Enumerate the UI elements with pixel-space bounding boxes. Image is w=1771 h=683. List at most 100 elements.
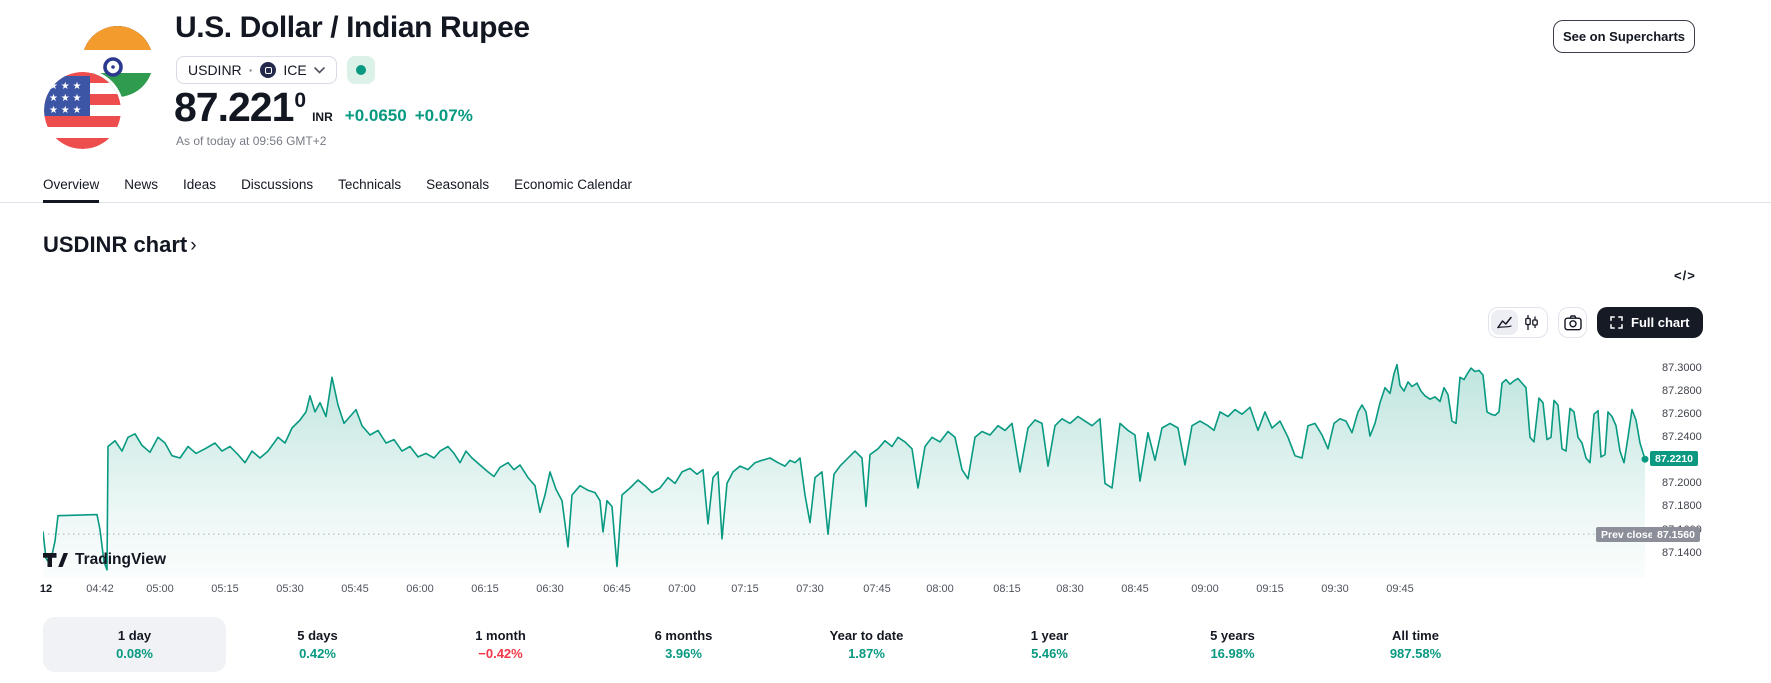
tradingview-wordmark: TradingView (75, 551, 167, 568)
see-on-supercharts-button[interactable]: See on Supercharts (1553, 20, 1695, 53)
full-chart-label: Full chart (1631, 315, 1690, 330)
perf-period-5-years[interactable]: 5 years 16.98% (1141, 617, 1324, 672)
time-axis-label: 05:15 (211, 583, 239, 595)
camera-icon (1563, 314, 1582, 330)
currency-label: INR (312, 110, 333, 124)
time-axis-label: 09:45 (1386, 583, 1414, 595)
series-line (42, 363, 1646, 571)
current-price-axis-badge: 87.2210 (1650, 451, 1698, 467)
price-axis-label: 87.3000 (1662, 362, 1702, 375)
last-price: 87.221 (174, 84, 294, 130)
page-title: U.S. Dollar / Indian Rupee (175, 11, 530, 44)
chevron-down-icon (313, 66, 325, 74)
time-axis-label: 06:15 (471, 583, 499, 595)
perf-period-5-days[interactable]: 5 days 0.42% (226, 617, 409, 672)
perf-period-all-time[interactable]: All time 987.58% (1324, 617, 1507, 672)
last-price-dot (1641, 455, 1649, 463)
chart-toolbar: Full chart (1488, 307, 1703, 338)
perf-period-label: 5 days (297, 628, 338, 643)
perf-period-year-to-date[interactable]: Year to date 1.87% (775, 617, 958, 672)
perf-period-label: 1 year (1030, 628, 1069, 643)
perf-period-label: All time (1392, 628, 1439, 643)
time-axis-label: 12 (39, 583, 53, 595)
time-axis-label: 06:00 (406, 583, 434, 595)
perf-period-value: 16.98% (1210, 646, 1255, 661)
price-axis-label: 87.2600 (1662, 408, 1702, 421)
price-row: 87.221 0 INR +0.0650 +0.07% (174, 84, 473, 131)
tab-technicals[interactable]: Technicals (338, 177, 402, 192)
perf-period-label: 1 month (475, 628, 526, 643)
perf-period-1-month[interactable]: 1 month −0.42% (409, 617, 592, 672)
perf-period-6-months[interactable]: 6 months 3.96% (592, 617, 775, 672)
price-axis-label: 87.1800 (1662, 500, 1702, 513)
area-chart-icon (1497, 316, 1512, 329)
time-axis-label: 04:42 (86, 583, 114, 595)
separator-dot: · (248, 62, 254, 78)
full-chart-button[interactable]: Full chart (1597, 307, 1703, 338)
time-axis-label: 07:15 (731, 583, 759, 595)
price-axis-label: 87.2400 (1662, 431, 1702, 444)
perf-period-value: 5.46% (1031, 646, 1068, 661)
snapshot-button[interactable] (1558, 307, 1587, 338)
candles-chart-style-button[interactable] (1518, 310, 1545, 335)
perf-period-label: 1 day (117, 628, 152, 643)
tab-discussions[interactable]: Discussions (241, 177, 314, 192)
tab-overview[interactable]: Overview (43, 171, 100, 203)
fullscreen-icon (1610, 316, 1623, 329)
time-axis-label: 05:45 (341, 583, 369, 595)
symbol-switcher[interactable]: USDINR · ICE (176, 56, 337, 84)
time-axis-label: 09:15 (1256, 583, 1284, 595)
svg-text:★ ★ ★: ★ ★ ★ (49, 81, 81, 92)
symbol-row: USDINR · ICE (176, 56, 375, 84)
market-open-dot (355, 65, 366, 75)
chart-section-title: USDINR chart (43, 232, 188, 257)
prev-close-axis-badge: 87.1560 (1652, 527, 1700, 543)
price-axis-label: 87.2800 (1662, 385, 1702, 398)
time-axis-label: 06:30 (536, 583, 564, 595)
time-axis-label: 09:00 (1191, 583, 1219, 595)
change-absolute: +0.0650 (344, 106, 407, 125)
chart-section-link[interactable]: USDINR chart › (43, 232, 197, 258)
time-axis-label: 06:45 (603, 583, 631, 595)
perf-period-value: −0.42% (478, 646, 523, 661)
time-axis-label: 08:45 (1121, 583, 1149, 595)
tab-bar: Overview News Ideas Discussions Technicals Se… (0, 171, 1771, 203)
perf-period-value: 1.87% (848, 646, 885, 661)
embed-code-icon[interactable]: </> (1674, 268, 1696, 283)
area-chart-style-button[interactable] (1491, 310, 1518, 335)
time-axis-label: 05:00 (146, 583, 174, 595)
chart-style-switcher (1488, 307, 1548, 338)
tab-economic-calendar[interactable]: Economic Calendar (514, 177, 632, 192)
time-axis-label: 08:15 (993, 583, 1021, 595)
series-area-fill (43, 364, 1645, 578)
symbol-ticker: USDINR (188, 62, 242, 78)
perf-period-value: 0.42% (299, 646, 336, 661)
time-axis-label: 08:30 (1056, 583, 1084, 595)
time-axis-label: 07:45 (863, 583, 891, 595)
change-percent: +0.07% (414, 106, 473, 125)
last-price-subdigit: 0 (294, 89, 307, 112)
ice-exchange-icon (260, 62, 277, 78)
tab-news[interactable]: News (124, 177, 159, 192)
tradingview-attribution[interactable]: TradingView (43, 551, 166, 569)
perf-period-1-day[interactable]: 1 day 0.08% (43, 617, 226, 672)
perf-period-label: 5 years (1210, 628, 1255, 643)
price-axis-label: 87.1400 (1662, 546, 1702, 559)
exchange-label: ICE (283, 62, 307, 78)
us-flag: ★ ★ ★ ★ ★ ★ ★ ★ ★ (44, 72, 121, 149)
svg-text:★ ★ ★: ★ ★ ★ (49, 105, 81, 116)
tab-ideas[interactable]: Ideas (183, 177, 217, 192)
perf-period-value: 0.08% (116, 646, 153, 661)
time-axis-label: 08:00 (926, 583, 954, 595)
time-axis-label: 09:30 (1321, 583, 1349, 595)
tab-seasonals[interactable]: Seasonals (426, 177, 490, 192)
candles-chart-icon (1525, 315, 1538, 330)
prev-close-axis-label: Prev close (1596, 527, 1659, 543)
time-axis-label: 05:30 (276, 583, 304, 595)
chevron-right-icon: › (190, 235, 197, 256)
perf-period-label: Year to date (829, 628, 904, 643)
price-chart[interactable] (42, 345, 1650, 578)
perf-period-1-year[interactable]: 1 year 5.46% (958, 617, 1141, 672)
market-open-status-badge[interactable] (346, 56, 375, 84)
